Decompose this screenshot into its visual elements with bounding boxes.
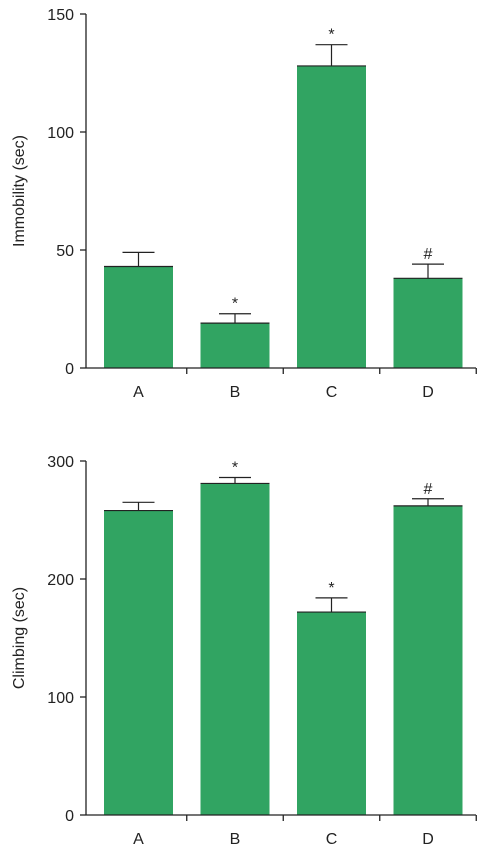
climbing-x-tick-label: C <box>326 831 338 848</box>
immobility-x-tick-label: D <box>422 384 434 401</box>
immobility-y-tick-label: 150 <box>47 7 74 24</box>
climbing-y-tick-label: 100 <box>47 690 74 707</box>
immobility-y-tick-label: 50 <box>56 243 74 260</box>
climbing-y-tick-label: 200 <box>47 572 74 589</box>
climbing-bar-b <box>200 483 270 815</box>
climbing-chart: A * B * C # D 0 100 200 300 Climbing (sec) <box>11 454 477 848</box>
climbing-y-tick-label: 300 <box>47 454 74 471</box>
climbing-bar-c <box>297 612 366 815</box>
immobility-x-tick-label: A <box>133 384 144 401</box>
immobility-annotation-d: # <box>424 246 433 263</box>
climbing-bar-d <box>393 505 463 815</box>
immobility-y-axis-title: Immobility (sec) <box>11 135 28 247</box>
climbing-y-axis-title: Climbing (sec) <box>11 587 28 689</box>
immobility-bar-c <box>297 65 366 369</box>
immobility-x-tick-label: B <box>230 384 241 401</box>
climbing-bar-a <box>104 510 173 815</box>
immobility-bar-d <box>393 278 463 368</box>
immobility-bar-b <box>200 323 270 368</box>
climbing-x-tick-label: D <box>422 831 434 848</box>
climbing-annotation-c: * <box>328 580 334 597</box>
immobility-annotation-b: * <box>232 296 238 313</box>
immobility-chart: A * B * C # D 0 50 100 150 Immobility (sec) <box>11 7 477 401</box>
climbing-y-tick-label: 0 <box>65 808 74 825</box>
immobility-annotation-c: * <box>328 27 334 44</box>
immobility-y-tick-label: 0 <box>65 361 74 378</box>
immobility-y-tick-label: 100 <box>47 125 74 142</box>
immobility-bar-a <box>104 266 173 368</box>
climbing-x-tick-label: A <box>133 831 144 848</box>
climbing-annotation-b: * <box>232 460 238 477</box>
climbing-annotation-d: # <box>424 481 433 498</box>
immobility-x-tick-label: C <box>326 384 338 401</box>
climbing-x-tick-label: B <box>230 831 241 848</box>
